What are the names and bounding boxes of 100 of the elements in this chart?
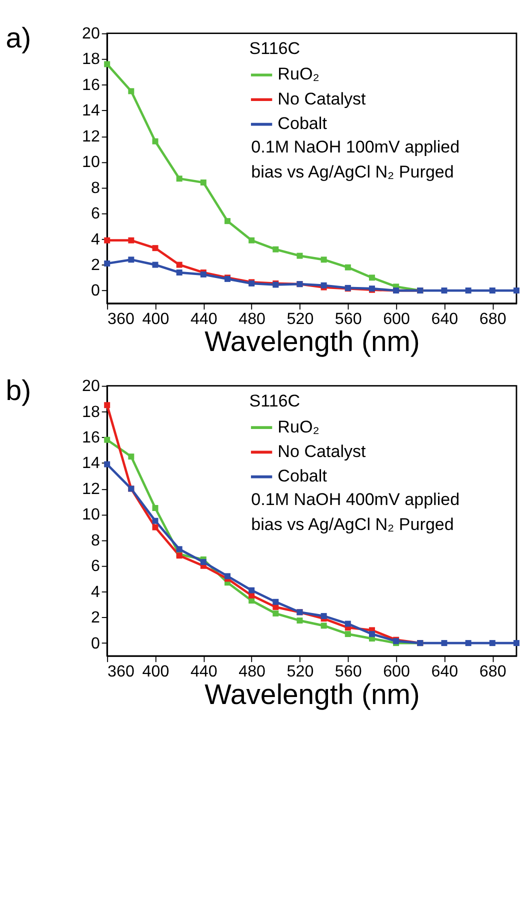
annotation: bias vs Ag/AgCl N₂ Purged (251, 162, 454, 182)
point (320, 256, 327, 263)
point (344, 631, 351, 638)
point (489, 288, 496, 294)
point (152, 524, 158, 530)
x-tick-label: 520 (286, 310, 314, 328)
point (248, 237, 255, 244)
point (104, 436, 110, 443)
x-tick-label: 520 (286, 662, 314, 680)
x-tick-label: 640 (431, 662, 458, 680)
point (272, 246, 279, 252)
x-tick-label: 440 (190, 662, 218, 680)
point (176, 546, 182, 552)
annotation: 0.1M NaOH 400mV applied (251, 490, 460, 510)
x-tick-label: 680 (479, 662, 506, 680)
y-tick-label: 20 (82, 377, 100, 396)
legend-label: RuO₂ (278, 64, 320, 84)
x-tick-label: 360 (108, 662, 134, 680)
point (320, 622, 327, 629)
x-tick-label: 400 (142, 662, 170, 680)
point (128, 88, 134, 94)
x-tick-label: 480 (238, 310, 266, 328)
point (128, 237, 134, 244)
point (368, 274, 375, 281)
chart-title: b) (6, 375, 32, 408)
y-tick-label: 14 (82, 102, 100, 120)
legend-title: S116C (249, 39, 300, 58)
point (104, 402, 110, 408)
y-tick-label: 18 (82, 50, 100, 68)
y-tick-label: 16 (82, 428, 100, 446)
point (441, 640, 448, 646)
y-tick-label: 18 (82, 402, 100, 421)
point (200, 559, 206, 566)
x-tick-label: 600 (383, 662, 410, 680)
y-tick-label: 8 (91, 531, 100, 550)
y-tick-label: 6 (91, 204, 100, 223)
point (513, 640, 520, 646)
y-tick-label: 6 (91, 557, 100, 576)
point (465, 288, 472, 294)
point (296, 618, 303, 624)
point (296, 252, 303, 259)
point (152, 505, 158, 511)
point (272, 610, 279, 616)
y-tick-label: 10 (82, 153, 100, 172)
y-tick-label: 0 (91, 634, 100, 652)
point (272, 598, 279, 605)
y-tick-label: 0 (91, 282, 100, 300)
y-tick-label: 12 (82, 480, 100, 498)
y-tick-label: 4 (91, 230, 100, 248)
x-tick-label: 480 (238, 662, 266, 680)
y-tick-label: 20 (82, 24, 100, 43)
legend-title: S116C (249, 392, 300, 411)
point (224, 218, 230, 224)
legend-label: RuO₂ (278, 417, 320, 436)
y-tick-label: 12 (82, 127, 100, 146)
point (176, 270, 182, 276)
x-tick-label: 560 (334, 310, 362, 328)
point (176, 176, 182, 182)
annotation: 0.1M NaOH 100mV applied (251, 138, 460, 157)
point (344, 264, 351, 270)
legend-label: No Catalyst (278, 442, 366, 461)
y-tick-label: 4 (91, 582, 100, 601)
point (104, 260, 110, 267)
point (320, 613, 327, 620)
x-tick-label: 440 (190, 310, 218, 328)
point (104, 61, 110, 68)
legend-label: Cobalt (278, 114, 328, 134)
point (441, 288, 448, 294)
y-tick-label: 16 (82, 76, 100, 94)
x-tick-label: 360 (108, 310, 134, 328)
legend-label: Cobalt (278, 466, 328, 486)
y-tick-label: 14 (82, 454, 100, 472)
annotation: bias vs Ag/AgCl N₂ Purged (251, 514, 454, 534)
y-tick-label: 2 (91, 608, 100, 627)
point (128, 454, 134, 460)
chart-title: a) (6, 22, 32, 55)
point (152, 262, 158, 268)
point (152, 138, 158, 144)
point (224, 573, 230, 580)
point (248, 587, 255, 594)
point (489, 640, 496, 646)
x-tick-label: 640 (431, 310, 458, 328)
point (152, 518, 158, 524)
x-tick-label: 560 (334, 662, 362, 680)
y-tick-label: 8 (91, 178, 100, 197)
x-axis-title: Wavelength (nm) (204, 678, 420, 711)
point (176, 262, 182, 268)
point (128, 256, 134, 263)
y-tick-label: 2 (91, 256, 100, 274)
x-axis-title: Wavelength (nm) (204, 326, 420, 358)
point (104, 237, 110, 244)
point (152, 245, 158, 252)
x-tick-label: 680 (479, 310, 506, 328)
point (200, 179, 206, 186)
point (344, 620, 351, 627)
x-tick-label: 600 (383, 310, 410, 328)
point (104, 461, 110, 468)
legend-label: No Catalyst (278, 89, 366, 108)
y-tick-label: 10 (82, 506, 100, 524)
point (465, 640, 472, 646)
